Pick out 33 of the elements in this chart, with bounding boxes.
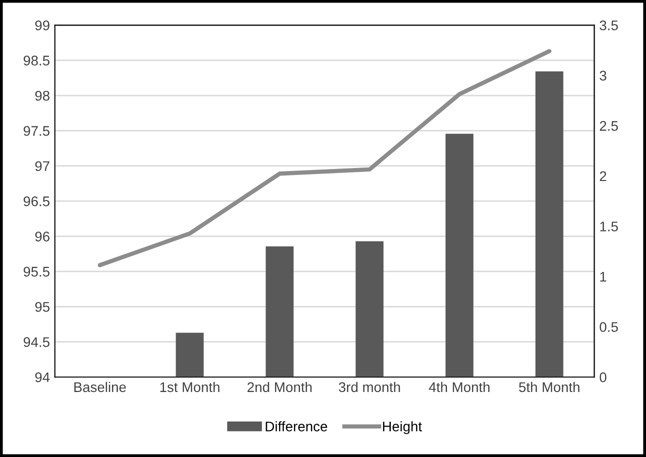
y2-tick-label: 2.5 xyxy=(600,121,618,131)
y-tick-label: 96 xyxy=(35,232,50,242)
bar xyxy=(535,71,564,378)
x-tick-label: 4th Month xyxy=(428,382,490,392)
y-tick-label: 96.5 xyxy=(24,196,50,206)
x-tick-label: 5th Month xyxy=(519,382,580,392)
y-tick-label: 99 xyxy=(35,20,50,30)
y2-tick-label: 2 xyxy=(600,171,606,181)
y-tick-label: 95 xyxy=(35,302,50,312)
y2-tick-label: 1.5 xyxy=(600,222,618,232)
y-tick-label: 94.5 xyxy=(24,337,50,348)
y-tick-label: 97.5 xyxy=(24,126,50,136)
bar xyxy=(176,332,204,378)
y-tick-label: 97 xyxy=(35,161,50,172)
x-tick-label: 2nd Month xyxy=(248,382,312,392)
y2-tick-label: 1 xyxy=(600,272,606,282)
bar xyxy=(356,241,384,378)
x-tick-label: 1st Month xyxy=(160,382,220,392)
x-tick-label: Baseline xyxy=(74,382,126,392)
y2-tick-label: 0.5 xyxy=(600,322,618,332)
bar xyxy=(266,246,294,378)
bar xyxy=(446,134,474,378)
y-tick-label: 98.5 xyxy=(24,56,50,66)
x-tick-label: 3rd month xyxy=(338,382,400,392)
legend-label: Difference xyxy=(266,421,328,432)
y-tick-label: 94 xyxy=(35,372,50,382)
line-series xyxy=(98,49,552,268)
legend-label: Height xyxy=(383,421,422,434)
y-tick-label: 98 xyxy=(35,90,50,101)
y2-tick-label: 3 xyxy=(600,70,606,81)
y2-tick-label: 0 xyxy=(600,372,606,382)
y2-tick-label: 3.5 xyxy=(600,20,618,30)
y-tick-label: 95.5 xyxy=(24,266,50,277)
